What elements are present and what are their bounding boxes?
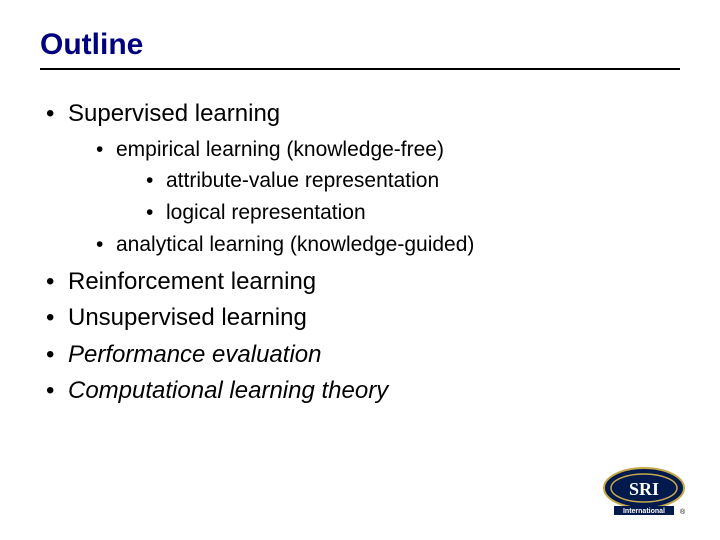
outline-label: Performance evaluation xyxy=(68,341,321,368)
sri-logo-icon: SRI International ® xyxy=(600,464,688,516)
outline-item: Supervised learning empirical learning (… xyxy=(40,98,680,260)
slide-title: Outline xyxy=(40,28,680,70)
outline-item: attribute-value representation xyxy=(142,167,680,195)
svg-text:International: International xyxy=(623,508,665,515)
outline-item: Reinforcement learning xyxy=(40,266,680,298)
outline-item: analytical learning (knowledge-guided) xyxy=(92,231,680,259)
outline-item: Unsupervised learning xyxy=(40,302,680,334)
sri-logo: SRI International ® xyxy=(600,464,688,516)
outline-item: Computational learning theory xyxy=(40,375,680,407)
slide: Outline Supervised learning empirical le… xyxy=(0,0,720,540)
outline-content: Supervised learning empirical learning (… xyxy=(40,98,680,407)
outline-label: Supervised learning xyxy=(68,100,280,127)
outline-item: empirical learning (knowledge-free) attr… xyxy=(92,136,680,227)
outline-label: Unsupervised learning xyxy=(68,304,307,331)
outline-sublist: empirical learning (knowledge-free) attr… xyxy=(92,136,680,259)
outline-label: analytical learning (knowledge-guided) xyxy=(116,233,474,256)
outline-item: Performance evaluation xyxy=(40,339,680,371)
outline-label: logical representation xyxy=(166,201,366,224)
outline-label: Reinforcement learning xyxy=(68,268,316,295)
outline-label: Computational learning theory xyxy=(68,377,388,404)
outline-list: Supervised learning empirical learning (… xyxy=(40,98,680,407)
outline-sublist: attribute-value representation logical r… xyxy=(142,167,680,228)
svg-text:®: ® xyxy=(680,508,686,516)
svg-text:SRI: SRI xyxy=(629,479,659,499)
outline-item: logical representation xyxy=(142,199,680,227)
outline-label: attribute-value representation xyxy=(166,169,439,192)
outline-label: empirical learning (knowledge-free) xyxy=(116,138,444,161)
